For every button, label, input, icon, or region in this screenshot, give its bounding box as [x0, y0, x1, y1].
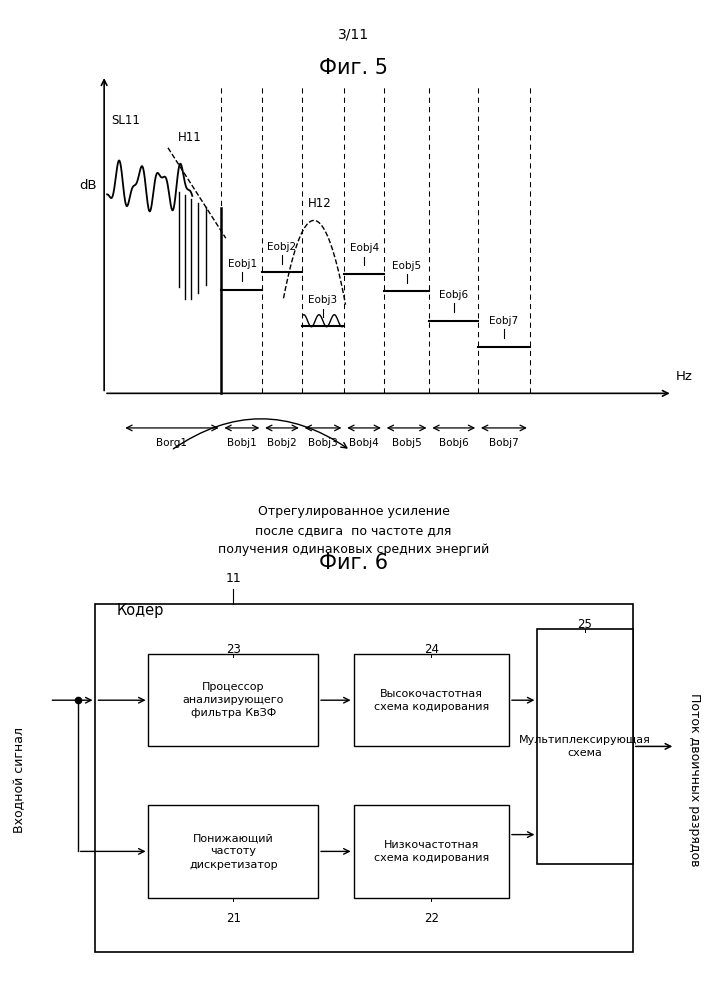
Text: dB: dB	[79, 179, 97, 192]
Text: Bobj3: Bobj3	[308, 438, 338, 448]
Text: 21: 21	[226, 912, 241, 925]
FancyBboxPatch shape	[95, 604, 633, 952]
Text: Hz: Hz	[676, 370, 693, 383]
Text: Поток двоичных разрядов: Поток двоичных разрядов	[688, 693, 701, 867]
Text: Bobj5: Bobj5	[392, 438, 421, 448]
Text: Eobj5: Eobj5	[392, 261, 421, 271]
Text: Отрегулированное усиление
после сдвига  по частоте для
получения одинаковых сред: Отрегулированное усиление после сдвига п…	[218, 505, 489, 556]
FancyBboxPatch shape	[354, 654, 509, 746]
Text: Bobj7: Bobj7	[489, 438, 519, 448]
Text: 24: 24	[423, 643, 439, 656]
Text: Bobj2: Bobj2	[267, 438, 297, 448]
Text: Bobj4: Bobj4	[349, 438, 379, 448]
Text: Eobj3: Eobj3	[308, 295, 337, 305]
Text: Низкочастотная
схема кодирования: Низкочастотная схема кодирования	[373, 840, 489, 863]
Text: Фиг. 5: Фиг. 5	[319, 58, 388, 78]
Text: Понижающий
частоту
дискретизатор: Понижающий частоту дискретизатор	[189, 833, 278, 870]
Text: Фиг. 6: Фиг. 6	[319, 553, 388, 573]
Text: Мультиплексирующая
схема: Мультиплексирующая схема	[519, 735, 650, 758]
Text: Процессор
анализирующего
фильтра КвЗФ: Процессор анализирующего фильтра КвЗФ	[182, 682, 284, 718]
Text: 11: 11	[226, 572, 241, 585]
FancyBboxPatch shape	[148, 654, 318, 746]
Text: Входной сигнал: Входной сигнал	[13, 727, 26, 833]
Text: Eobj6: Eobj6	[439, 290, 468, 300]
Text: Eobj7: Eobj7	[489, 316, 518, 326]
Text: Borg1: Borg1	[156, 438, 187, 448]
Text: H12: H12	[308, 197, 332, 210]
Text: H11: H11	[177, 131, 201, 144]
FancyBboxPatch shape	[148, 805, 318, 898]
Text: Eobj4: Eobj4	[350, 243, 379, 253]
Text: 22: 22	[423, 912, 439, 925]
Text: 25: 25	[577, 618, 592, 631]
FancyBboxPatch shape	[354, 805, 509, 898]
Text: Eobj1: Eobj1	[228, 259, 257, 269]
Text: Bobj1: Bobj1	[227, 438, 257, 448]
FancyArrowPatch shape	[173, 419, 347, 449]
Text: Eobj2: Eobj2	[267, 242, 296, 252]
Text: 3/11: 3/11	[338, 28, 369, 42]
Text: Высокочастотная
схема кодирования: Высокочастотная схема кодирования	[373, 689, 489, 712]
Text: Кодер: Кодер	[117, 603, 164, 618]
FancyBboxPatch shape	[537, 629, 633, 864]
Text: SL11: SL11	[111, 114, 140, 127]
Text: Bobj6: Bobj6	[439, 438, 469, 448]
Text: 23: 23	[226, 643, 241, 656]
